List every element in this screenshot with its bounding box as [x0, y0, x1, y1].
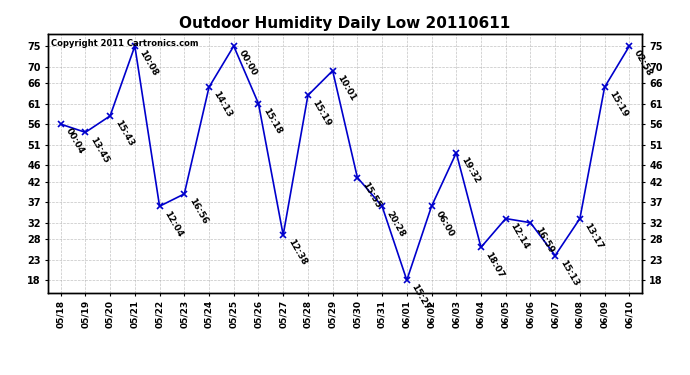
Text: 16:56: 16:56	[187, 197, 209, 226]
Text: 15:27: 15:27	[410, 283, 432, 312]
Title: Outdoor Humidity Daily Low 20110611: Outdoor Humidity Daily Low 20110611	[179, 16, 511, 31]
Text: 12:38: 12:38	[286, 238, 308, 267]
Text: 10:08: 10:08	[137, 49, 159, 78]
Text: 18:07: 18:07	[484, 250, 506, 279]
Text: 15:13: 15:13	[558, 258, 580, 288]
Text: 12:04: 12:04	[162, 209, 184, 238]
Text: 10:01: 10:01	[335, 74, 357, 103]
Text: 12:14: 12:14	[509, 221, 531, 251]
Text: 16:59: 16:59	[533, 225, 555, 255]
Text: 20:28: 20:28	[385, 209, 407, 238]
Text: 15:19: 15:19	[607, 90, 629, 119]
Text: 19:32: 19:32	[459, 156, 481, 185]
Text: 13:17: 13:17	[582, 221, 605, 251]
Text: 06:00: 06:00	[434, 209, 456, 238]
Text: 02:58: 02:58	[632, 49, 654, 78]
Text: 14:13: 14:13	[212, 90, 234, 119]
Text: 15:43: 15:43	[113, 118, 135, 148]
Text: 00:04: 00:04	[63, 127, 86, 156]
Text: 15:55: 15:55	[360, 180, 382, 210]
Text: 00:00: 00:00	[237, 49, 258, 78]
Text: Copyright 2011 Cartronics.com: Copyright 2011 Cartronics.com	[51, 39, 199, 48]
Text: 15:18: 15:18	[262, 106, 284, 136]
Text: 15:19: 15:19	[310, 98, 333, 128]
Text: 13:45: 13:45	[88, 135, 110, 165]
